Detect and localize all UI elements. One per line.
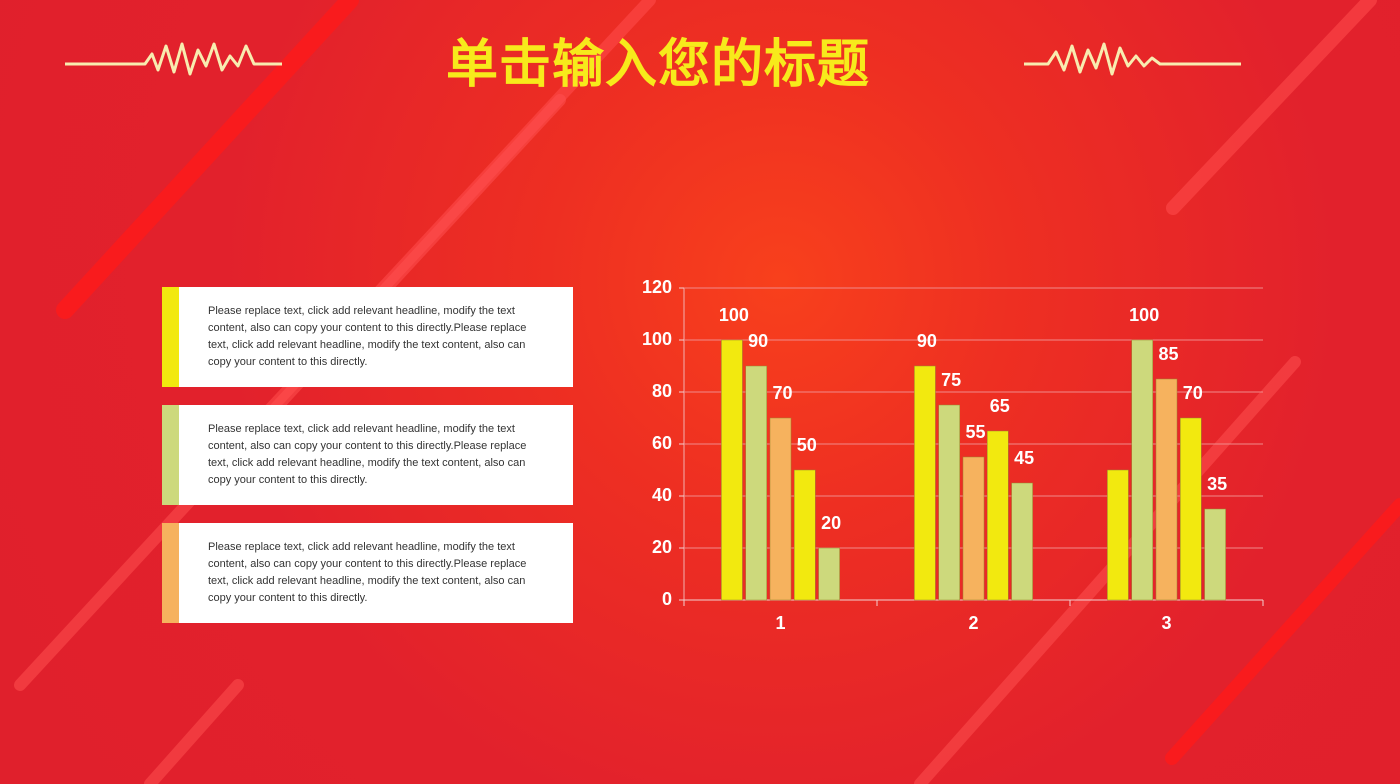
text-card: Please replace text, click add relevant … xyxy=(162,287,573,387)
x-tick-label: 1 xyxy=(775,613,785,633)
data-label: 90 xyxy=(917,331,937,351)
data-label: 85 xyxy=(1158,344,1178,364)
data-label: 55 xyxy=(965,422,985,442)
y-tick-label: 100 xyxy=(642,329,672,349)
data-label: 65 xyxy=(990,396,1010,416)
bar xyxy=(1204,508,1226,601)
bar xyxy=(818,547,840,601)
card-accent xyxy=(162,287,179,387)
bar xyxy=(794,469,816,601)
data-label: 75 xyxy=(941,370,961,390)
bar xyxy=(1131,339,1153,601)
bar xyxy=(721,339,743,601)
bar xyxy=(938,404,960,601)
card-accent xyxy=(162,405,179,505)
card-text: Please replace text, click add relevant … xyxy=(208,541,527,604)
data-label: 90 xyxy=(748,331,768,351)
y-tick-label: 40 xyxy=(652,485,672,505)
y-tick-label: 20 xyxy=(652,537,672,557)
card-text: Please replace text, click add relevant … xyxy=(208,305,527,368)
data-label: 100 xyxy=(1129,305,1159,325)
bar xyxy=(1107,469,1129,601)
y-tick-label: 120 xyxy=(642,277,672,297)
data-label: 70 xyxy=(1183,383,1203,403)
data-label: 20 xyxy=(821,513,841,533)
card-accent xyxy=(162,523,179,623)
data-label: 50 xyxy=(797,435,817,455)
bar xyxy=(1011,482,1033,601)
text-card: Please replace text, click add relevant … xyxy=(162,405,573,505)
data-label: 70 xyxy=(772,383,792,403)
card-text: Please replace text, click add relevant … xyxy=(208,423,527,486)
y-tick-label: 80 xyxy=(652,381,672,401)
data-label: 35 xyxy=(1207,474,1227,494)
x-tick-label: 3 xyxy=(1161,613,1171,633)
bar xyxy=(769,417,792,601)
y-tick-label: 60 xyxy=(652,433,672,453)
x-tick-label: 2 xyxy=(968,613,978,633)
bar xyxy=(914,365,936,601)
bar xyxy=(745,365,767,601)
data-label: 100 xyxy=(719,305,749,325)
bar xyxy=(962,456,985,601)
bar xyxy=(1155,378,1178,601)
text-card: Please replace text, click add relevant … xyxy=(162,523,573,623)
bar xyxy=(1180,417,1202,601)
y-tick-label: 0 xyxy=(662,589,672,609)
data-label: 45 xyxy=(1014,448,1034,468)
bar xyxy=(987,430,1009,601)
slide-title: 单击输入您的标题 xyxy=(445,36,870,94)
